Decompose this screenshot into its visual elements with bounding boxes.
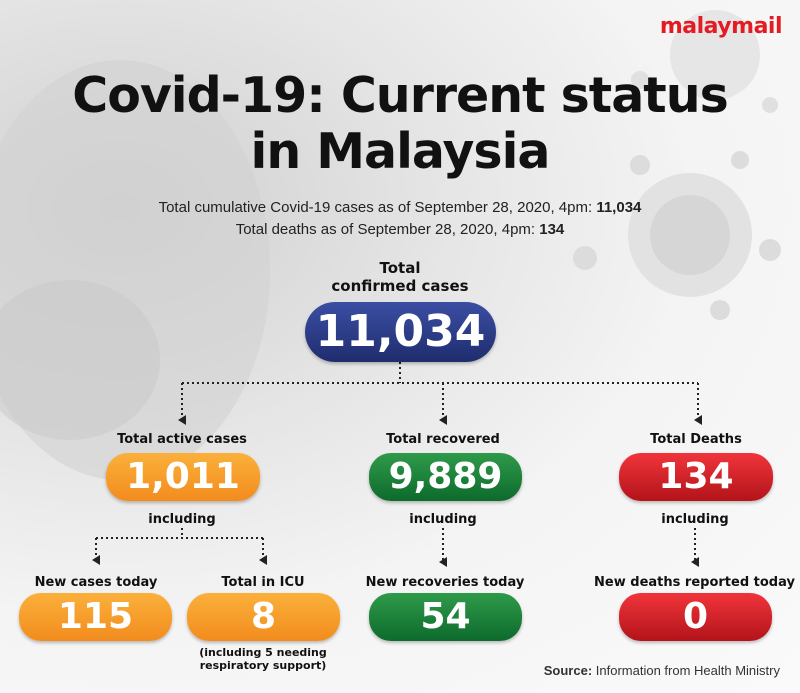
total-deaths-line: Total deaths as of September 28, 2020, 4… [0, 221, 800, 238]
deaths-value: 134 [619, 453, 773, 501]
active-cases-label: Total active cases [117, 432, 247, 447]
cumulative-cases-value: 11,034 [596, 199, 642, 216]
recovered-value: 9,889 [369, 453, 522, 501]
cumulative-cases-label: Total cumulative Covid-19 cases as of Se… [158, 199, 597, 216]
title-line-1: Covid-19: Current status [72, 67, 729, 124]
logo-malay: malay [659, 14, 732, 39]
new-deaths-value: 0 [619, 593, 772, 641]
malaymail-logo: malaymail [659, 14, 783, 39]
title-line-2: in Malaysia [250, 123, 551, 180]
new-cases-label: New cases today [34, 575, 158, 590]
new-recoveries-label: New recoveries today [365, 575, 525, 590]
total-deaths-value: 134 [539, 221, 565, 238]
total-deaths-label: Total deaths as of September 28, 2020, 4… [235, 221, 540, 238]
deaths-including-label: including [661, 512, 729, 527]
active-including-label: including [148, 512, 216, 527]
cumulative-cases-line: Total cumulative Covid-19 cases as of Se… [0, 199, 800, 216]
icu-note-line-2: respiratory support) [199, 659, 327, 672]
source-note: Source: Information from Health Ministry [544, 663, 780, 678]
total-confirmed-label-line-2: confirmed cases [331, 277, 469, 295]
recovered-including-label: including [409, 512, 477, 527]
icu-note-line-1: (including 5 needing [199, 646, 327, 659]
active-cases-value: 1,011 [106, 453, 260, 501]
new-recoveries-value: 54 [369, 593, 522, 641]
icu-note: (including 5 needing respiratory support… [178, 646, 348, 672]
icu-value: 8 [187, 593, 340, 641]
source-label: Source: [543, 663, 593, 678]
recovered-label: Total recovered [386, 432, 500, 447]
page-title: Covid-19: Current status in Malaysia [0, 68, 800, 180]
logo-mail: mail [731, 14, 782, 39]
total-confirmed-value: 11,034 [305, 302, 496, 362]
icu-label: Total in ICU [221, 575, 305, 590]
new-deaths-label: New deaths reported today [594, 575, 795, 590]
total-confirmed-label: Total confirmed cases [300, 259, 500, 295]
deaths-label: Total Deaths [650, 432, 742, 447]
source-text: Information from Health Ministry [592, 663, 780, 678]
total-confirmed-label-line-1: Total [379, 259, 421, 277]
new-cases-value: 115 [19, 593, 172, 641]
